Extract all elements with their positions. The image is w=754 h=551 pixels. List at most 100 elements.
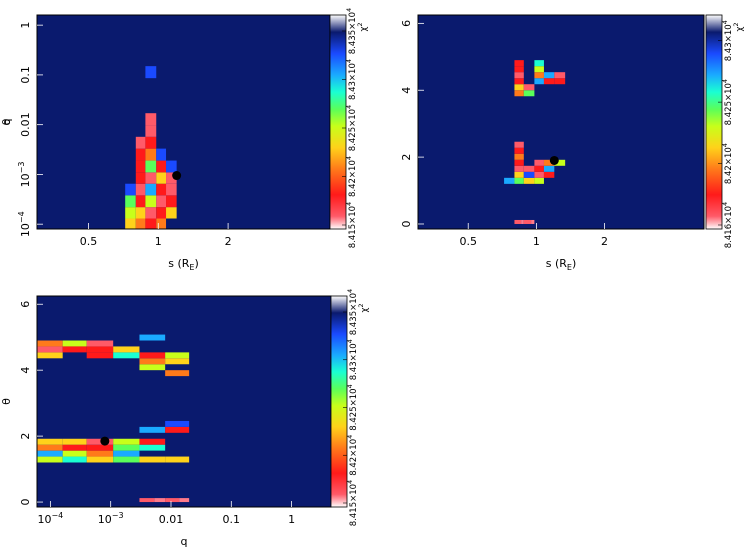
heatmap-cell [534,72,544,79]
heatmap-cell [139,334,166,341]
colorbar-label: 8.416×104 [721,202,734,248]
heatmap-cell [514,165,524,172]
heatmap-cell [534,171,544,178]
heatmap-cell [523,165,535,172]
panel-q-vs-theta: 10−4 10−3 0.01 0.1 1 0 2 4 6 q θ 8.415×104 8.42×104 8… [0,289,370,548]
x-tick-label: 0.5 [80,235,98,248]
heatmap-cell [514,147,524,154]
heatmap-cell [514,66,524,73]
heatmap-cell [531,219,535,224]
panel-s-vs-q: 0.5 1 2 10−4 10−3 0.01 0.1 1 s (RE) q 8.415×104 8.4… [0,8,369,272]
heatmap-cell [135,183,146,196]
heatmap-cell [534,60,544,67]
heatmap-cell [139,358,166,365]
heatmap-cell [135,136,146,149]
heatmap-cell [86,456,114,463]
panel-s-vs-theta: 0.5 1 2 0 2 4 6 s (RE) θ 8.416×104 8.42×104 8.425×1… [0,14,745,272]
heatmap-cell [521,219,524,224]
y-tick-label: 2 [400,154,413,161]
heatmap-cell [62,438,87,445]
heatmap-cell [543,78,555,85]
heatmap-cell [166,183,177,196]
heatmap-cell [156,172,167,184]
heatmap-cell [113,450,140,457]
heatmap-cell [145,148,157,161]
heatmap-cell [156,160,167,173]
heatmap-cell [113,346,140,353]
heatmap-cell [62,450,87,457]
heatmap-cell [154,498,166,503]
plot-background [37,296,331,507]
y-tick-label: 0.01 [19,112,32,137]
plot-frame [417,14,705,230]
heatmap-cell [145,113,157,126]
colorbar-label: 8.415×104 [345,202,358,248]
heatmap-cell [37,340,63,347]
heatmap-cell [166,160,177,173]
heatmap-cell [514,159,524,166]
x-tick-label: 0.5 [459,235,477,248]
colorbar-label: 8.43×104 [345,59,358,100]
heatmap-cell [125,207,136,219]
plot-background [37,15,330,229]
x-tick-label: 10−4 [37,511,63,526]
heatmap-cell [504,177,515,184]
colorbar-label: 8.425×104 [721,79,734,125]
heatmap-cell [135,160,146,173]
x-axis-label: s (RE) [546,257,577,272]
heatmap-cell [37,352,63,359]
heatmap-cell [125,218,136,229]
y-axis-label: q [0,119,13,126]
best-fit-marker [100,436,110,446]
heatmap-cell [37,438,63,445]
heatmap-cell [145,195,157,208]
x-tick-label: 0.1 [223,513,241,526]
y-tick-label: 6 [400,20,413,27]
heatmap-cell [145,183,157,196]
heatmap-cell [86,450,114,457]
heatmap-cell [113,352,140,359]
heatmap-cell [534,66,544,73]
heatmap-cell [139,456,166,463]
heatmap-cell [156,148,167,161]
heatmap-cell [165,498,180,503]
x-tick-label: 2 [225,235,232,248]
y-tick-label: 10−4 [17,211,32,237]
heatmap-cell [62,340,87,347]
heatmap-cell [179,498,190,503]
heatmap-cell [135,207,146,219]
heatmap-cell [139,352,166,359]
heatmap-cell [165,352,190,359]
colorbar-label: 8.42×104 [721,143,734,184]
heatmap-cell [62,456,87,463]
heatmap-cell [135,195,146,208]
x-tick-label: 0.01 [159,513,184,526]
heatmap-cell [156,218,167,229]
heatmap-cell [113,456,140,463]
heatmap-cell [166,207,177,219]
x-tick-label: 10−3 [98,511,124,526]
heatmap-cell [113,444,140,451]
heatmap-cell [62,444,87,451]
heatmap-cell [165,358,190,365]
heatmap-cell [523,84,535,91]
colorbar [705,14,723,230]
y-tick-label: 6 [19,301,32,308]
heatmap-cell [514,78,524,85]
best-fit-marker [172,171,182,181]
heatmap-cell [125,183,136,196]
colorbar-label: 8.42×104 [345,156,358,197]
heatmap-cell [166,195,177,208]
heatmap-cell [139,498,155,503]
heatmap-cell [139,364,166,371]
heatmap-cell [156,207,167,219]
heatmap-cell [145,78,157,90]
colorbar-title: χ2 [356,22,369,31]
colorbar [330,295,348,508]
heatmap-cell [86,444,114,451]
y-axis-label: θ [0,118,13,125]
heatmap-cell [135,218,146,229]
heatmap-cell [165,456,190,463]
heatmap-cell [145,66,157,79]
